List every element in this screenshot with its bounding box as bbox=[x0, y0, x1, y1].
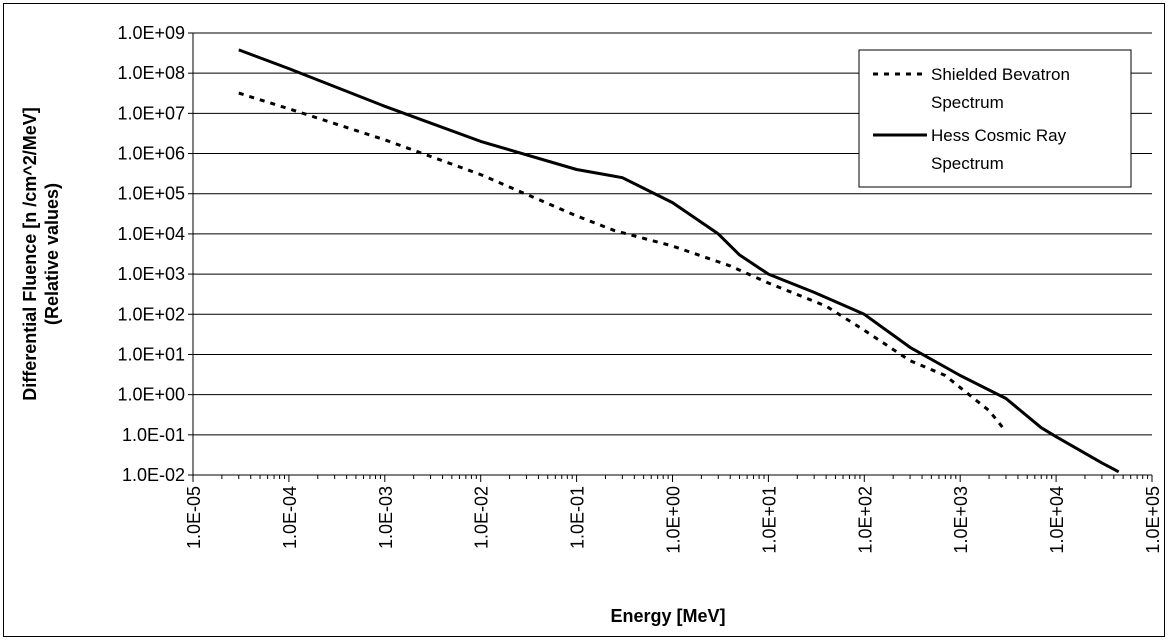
y-tick-label: 1.0E+00 bbox=[117, 385, 185, 405]
y-tick-label: 1.0E+06 bbox=[117, 144, 185, 164]
x-tick-label: 1.0E+03 bbox=[951, 486, 971, 554]
chart-svg: 1.0E-02 1.0E-01 1.0E+00 1.0E+01 1.0E+02 1.0E+… bbox=[20, 23, 1163, 626]
y-tick-label: 1.0E+04 bbox=[117, 224, 185, 244]
legend-label-hess-cosmic-ray-line2: Spectrum bbox=[931, 154, 1004, 173]
x-tick-label: 1.0E+00 bbox=[664, 486, 684, 554]
chart-frame: 1.0E-02 1.0E-01 1.0E+00 1.0E+01 1.0E+02 1.0E+… bbox=[3, 3, 1165, 637]
legend-box bbox=[858, 49, 1132, 188]
legend-label-shielded-bevatron-line2: Spectrum bbox=[931, 93, 1004, 112]
x-tick-label: 1.0E+05 bbox=[1143, 486, 1163, 554]
y-tick-label: 1.0E-02 bbox=[122, 465, 185, 485]
x-tick-label: 1.0E-05 bbox=[184, 486, 204, 549]
y-tick-label: 1.0E+02 bbox=[117, 304, 185, 324]
y-tick-label: 1.0E+07 bbox=[117, 103, 185, 123]
x-tick-label: 1.0E+02 bbox=[855, 486, 875, 554]
x-tick-label: 1.0E-02 bbox=[472, 486, 492, 549]
series-line-shielded-bevatron-spectrum bbox=[238, 91, 1008, 433]
tick-labels: 1.0E-02 1.0E-01 1.0E+00 1.0E+01 1.0E+02 1.0E+… bbox=[117, 23, 1163, 554]
x-tick-label: 1.0E-03 bbox=[376, 486, 396, 549]
y-tick-label: 1.0E-01 bbox=[122, 425, 185, 445]
y-axis-title-line2: (Relative values) bbox=[42, 183, 62, 325]
y-tick-label: 1.0E+08 bbox=[117, 63, 185, 83]
legend-label-shielded-bevatron-line1: Shielded Bevatron bbox=[931, 65, 1070, 84]
axes bbox=[188, 32, 1153, 482]
x-tick-label: 1.0E+01 bbox=[759, 486, 779, 554]
legend-label-hess-cosmic-ray-line1: Hess Cosmic Ray bbox=[931, 126, 1067, 145]
x-tick-label: 1.0E+04 bbox=[1047, 486, 1067, 554]
series-line-hess-cosmic-ray-spectrum bbox=[238, 48, 1120, 474]
y-tick-label: 1.0E+05 bbox=[117, 184, 185, 204]
x-tick-label: 1.0E-01 bbox=[568, 486, 588, 549]
legend: Shielded Bevatron Spectrum Hess Cosmic R… bbox=[858, 49, 1132, 188]
y-tick-label: 1.0E+03 bbox=[117, 264, 185, 284]
y-axis-title-line1: Differential Fluence [n /cm^2/MeV] bbox=[20, 107, 40, 401]
series-lines bbox=[238, 48, 1120, 474]
y-tick-label: 1.0E+01 bbox=[117, 344, 185, 364]
x-tick-label: 1.0E-04 bbox=[280, 486, 300, 549]
y-tick-label: 1.0E+09 bbox=[117, 23, 185, 43]
x-axis-title: Energy [MeV] bbox=[610, 606, 725, 626]
